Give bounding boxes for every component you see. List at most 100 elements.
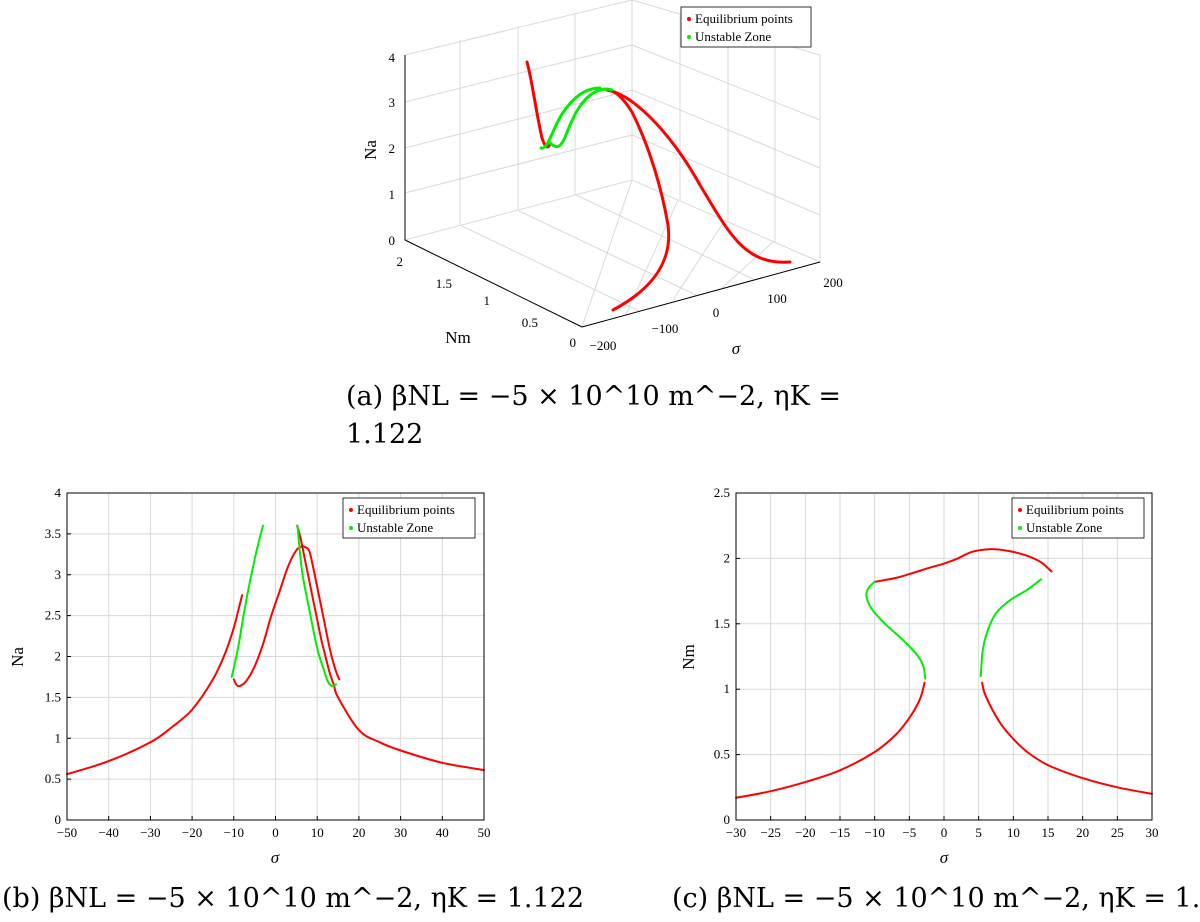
chart-a-ytick-2: 1 (484, 293, 491, 308)
chart-a-xtick-1: −100 (652, 321, 679, 336)
chart-b-legend-marker-unstable (349, 526, 353, 530)
y-tick-label: 0.5 (45, 771, 61, 786)
x-tick-label: 30 (1146, 825, 1159, 840)
y-tick-label: 2.5 (714, 485, 730, 500)
chart-a-legend: Equilibrium points Unstable Zone (680, 6, 812, 48)
chart-b-curves (66, 524, 485, 776)
y-tick-label: 0.5 (714, 747, 730, 762)
chart-a-legend-unstable: Unstable Zone (695, 29, 771, 44)
chart-c-legend-unstable: Unstable Zone (1026, 520, 1102, 535)
y-tick-label: 4 (55, 485, 62, 500)
chart-b-legend-marker-eq (349, 508, 353, 512)
chart-c-curves (735, 548, 1153, 799)
chart-a-ztick-1: 1 (389, 187, 396, 202)
x-tick-label: −15 (830, 825, 850, 840)
x-tick-label: 20 (1076, 825, 1089, 840)
chart-c-legend-marker-eq (1018, 508, 1022, 512)
x-tick-label: 40 (436, 825, 449, 840)
caption-c: (c) βNL = −5 × 10^10 m^−2, ηK = 1.122 (672, 883, 1200, 914)
chart-b-legend: Equilibrium points Unstable Zone (342, 497, 476, 539)
chart-a-ytick-1: 0.5 (522, 315, 538, 330)
equilibrium-curve-1 (232, 545, 304, 688)
chart-b-legend-unstable: Unstable Zone (357, 520, 433, 535)
x-tick-label: 10 (311, 825, 324, 840)
unstable-zone-curve-4 (230, 524, 264, 678)
x-tick-label: 30 (394, 825, 407, 840)
chart-a-ztick-4: 4 (389, 50, 396, 65)
unstable-zone-curve-5 (296, 524, 337, 688)
chart-a-ytick-4: 2 (397, 254, 404, 269)
y-tick-label: 0 (724, 812, 731, 827)
chart-b-legend-eq: Equilibrium points (357, 502, 455, 517)
chart-a-ylabel: Nm (445, 328, 471, 347)
chart-a: 0 1 2 3 4 0 0.5 1 1.5 2 −200 −100 0 100 … (361, 0, 843, 358)
y-tick-label: 1.5 (45, 689, 61, 704)
equilibrium-curve-2 (981, 681, 1153, 795)
chart-a-xlabel: σ (732, 339, 741, 358)
equilibrium-curve-1 (873, 548, 1053, 583)
caption-a-line2: 1.122 (346, 419, 424, 450)
x-tick-label: −20 (795, 825, 815, 840)
unstable-zone-curve-4 (979, 578, 1043, 678)
chart-a-legend-marker-eq (687, 17, 691, 21)
x-tick-label: 0 (272, 825, 279, 840)
x-tick-label: −10 (224, 825, 244, 840)
caption-b: (b) βNL = −5 × 10^10 m^−2, ηK = 1.122 (2, 883, 585, 914)
y-tick-label: 2 (724, 550, 731, 565)
x-tick-label: −40 (99, 825, 119, 840)
x-tick-label: 20 (352, 825, 365, 840)
chart-a-xtick-4: 200 (823, 275, 843, 290)
x-tick-label: −30 (726, 825, 746, 840)
unstable-zone-curve-3 (865, 580, 927, 680)
chart-a-ztick-0: 0 (389, 233, 396, 248)
x-tick-label: −50 (57, 825, 77, 840)
y-tick-label: 3.5 (45, 526, 61, 541)
chart-a-ztick-2: 2 (389, 141, 396, 156)
chart-a-zlabel: Na (361, 140, 380, 160)
equilibrium-curve-0 (735, 681, 926, 799)
chart-a-unstable-branch-2 (548, 87, 614, 149)
chart-c-grid (735, 492, 1153, 821)
x-tick-label: 5 (975, 825, 982, 840)
chart-a-ytick-3: 1.5 (436, 276, 452, 291)
chart-a-unstable-branch-1 (539, 86, 602, 150)
y-tick-label: 2 (55, 649, 62, 664)
chart-a-eq-branch-2 (605, 88, 792, 264)
chart-c-ticks: −30 −25 −20 −15 −10 −5 0 5 10 15 20 25 30 0 0.5 1 1.5 2 2.… (714, 485, 1159, 840)
caption-a-line1: (a) βNL = −5 × 10^10 m^−2, ηK = (346, 381, 841, 412)
chart-a-ztick-3: 3 (389, 95, 396, 110)
chart-a-legend-eq: Equilibrium points (695, 11, 793, 26)
chart-a-eq-branch-1 (605, 88, 671, 312)
chart-b-grid (66, 492, 485, 821)
chart-c-legend: Equilibrium points Unstable Zone (1011, 497, 1145, 539)
equilibrium-curve-3 (296, 524, 485, 772)
chart-c-ylabel: Nm (679, 644, 698, 670)
x-tick-label: 50 (478, 825, 491, 840)
chart-a-ytick-0: 0 (570, 335, 577, 350)
x-tick-label: −25 (760, 825, 780, 840)
x-tick-label: 10 (1007, 825, 1020, 840)
x-tick-label: −5 (902, 825, 916, 840)
chart-c: −30 −25 −20 −15 −10 −5 0 5 10 15 20 25 30 0 0.5 1 1.5 2 2.… (679, 485, 1159, 867)
equilibrium-curve-0 (66, 594, 244, 776)
chart-c-legend-eq: Equilibrium points (1026, 502, 1124, 517)
chart-c-legend-marker-unstable (1018, 526, 1022, 530)
chart-a-xtick-0: −200 (590, 338, 617, 353)
chart-a-grid (404, 0, 821, 328)
chart-a-curves (525, 60, 792, 312)
chart-a-xtick-2: 0 (713, 305, 720, 320)
y-tick-label: 2.5 (45, 608, 61, 623)
chart-b-ticks: −50 −40 −30 −20 −10 0 10 20 30 40 50 0 0.5 1 1.5 2 2.5 3 3… (45, 485, 491, 840)
y-tick-label: 0 (55, 812, 62, 827)
chart-b-ylabel: Na (8, 647, 27, 667)
x-tick-label: −20 (182, 825, 202, 840)
chart-a-eq-branch-3 (525, 60, 552, 149)
x-tick-label: 0 (941, 825, 948, 840)
equilibrium-curve-2 (301, 545, 341, 681)
x-tick-label: 25 (1111, 825, 1124, 840)
chart-c-xlabel: σ (940, 848, 949, 867)
x-tick-label: 15 (1042, 825, 1055, 840)
chart-b-xlabel: σ (271, 848, 280, 867)
y-tick-label: 3 (55, 567, 62, 582)
